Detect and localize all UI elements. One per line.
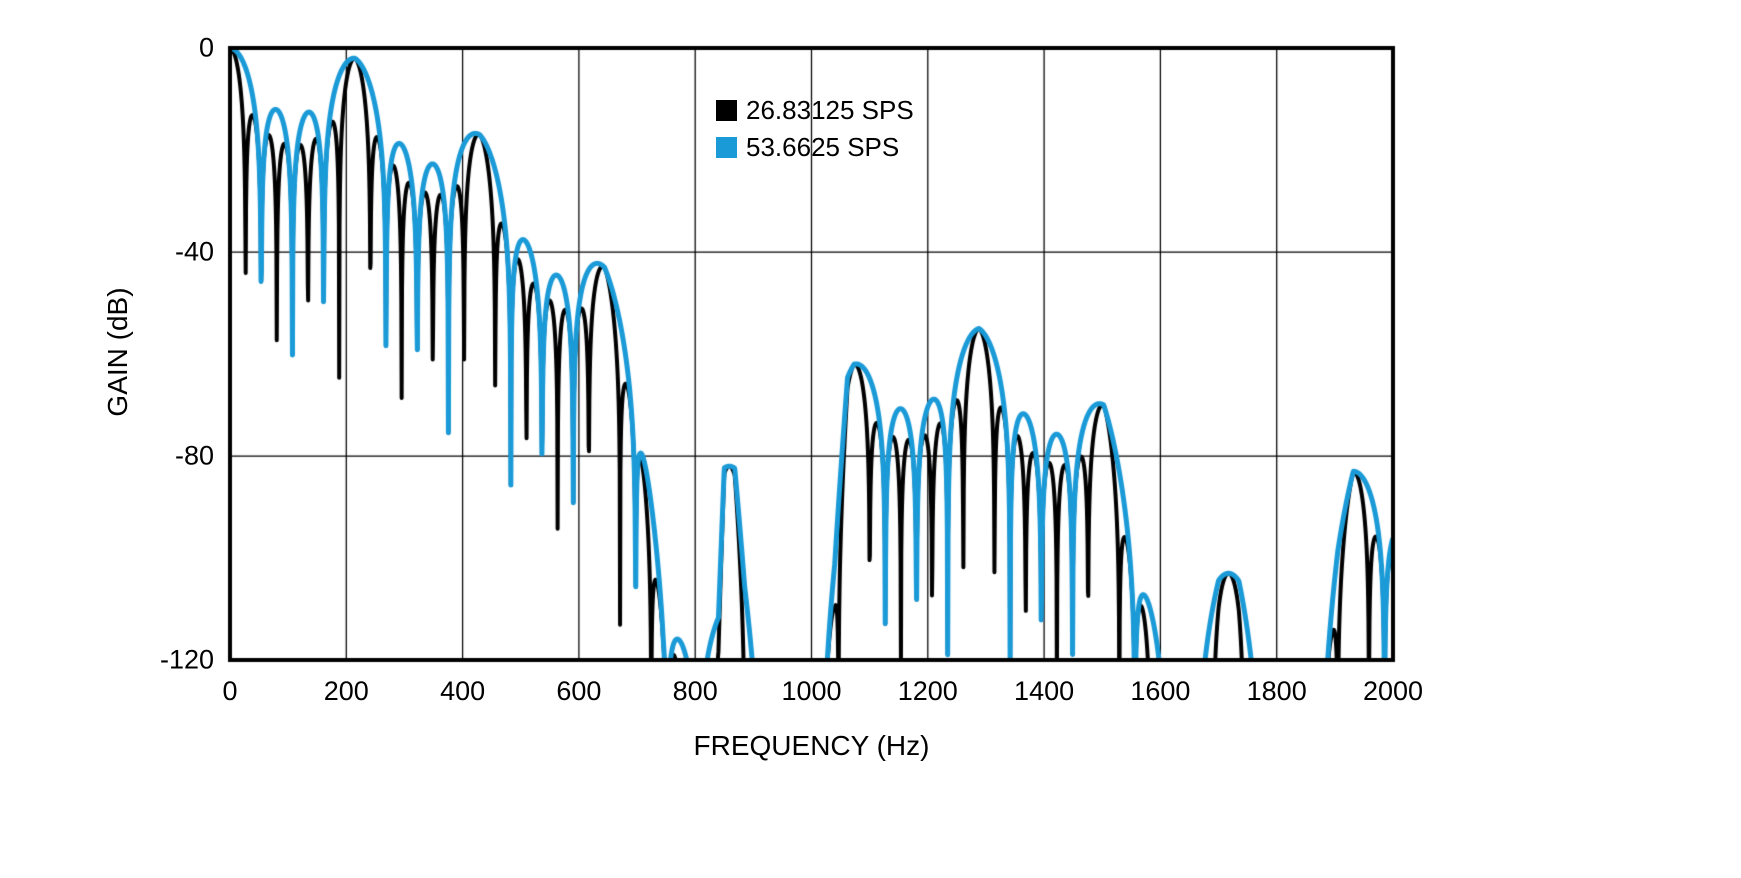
legend-label-53sps: 53.6625 SPS <box>746 132 900 162</box>
x-tick-label: 1400 <box>1014 676 1075 706</box>
legend-item-53sps: 53.6625 SPS <box>716 129 914 166</box>
x-tick-label: 1200 <box>897 676 958 706</box>
y-axis-title: GAIN (dB) <box>102 287 133 417</box>
legend-swatch-black-series <box>716 100 737 121</box>
x-tick-label: 400 <box>440 676 486 706</box>
legend-item-26sps: 26.83125 SPS <box>716 92 914 129</box>
y-tick-label: -80 <box>174 440 214 471</box>
x-tick-label: 1600 <box>1130 676 1191 706</box>
x-tick-label: 2000 <box>1362 676 1424 706</box>
x-tick-label: 600 <box>556 676 602 706</box>
x-axis-title: FREQUENCY (Hz) <box>693 730 930 761</box>
x-tick-label: 1800 <box>1246 676 1307 706</box>
legend-label-26sps: 26.83125 SPS <box>746 95 914 125</box>
x-tick-label: 1000 <box>781 676 842 706</box>
x-tick-label: 200 <box>323 676 369 706</box>
legend-swatch-blue-series <box>716 137 737 158</box>
x-tick-label: 0 <box>222 676 238 706</box>
y-tick-label: -120 <box>159 644 214 675</box>
legend: 26.83125 SPS 53.6625 SPS <box>716 92 914 166</box>
y-tick-label: -40 <box>174 236 214 267</box>
x-tick-label: 800 <box>672 676 718 706</box>
y-tick-label: 0 <box>198 32 214 63</box>
